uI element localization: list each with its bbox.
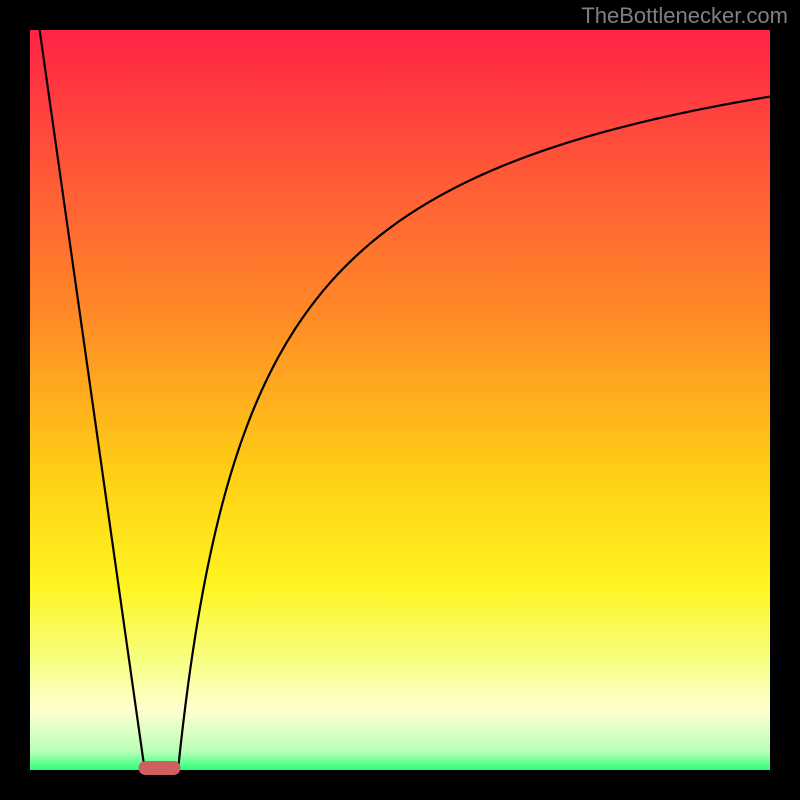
chart-container: TheBottlenecker.com (0, 0, 800, 800)
bottleneck-chart: TheBottlenecker.com (0, 0, 800, 800)
valley-marker (139, 761, 181, 775)
watermark-text: TheBottlenecker.com (581, 3, 788, 28)
plot-background (30, 30, 770, 770)
